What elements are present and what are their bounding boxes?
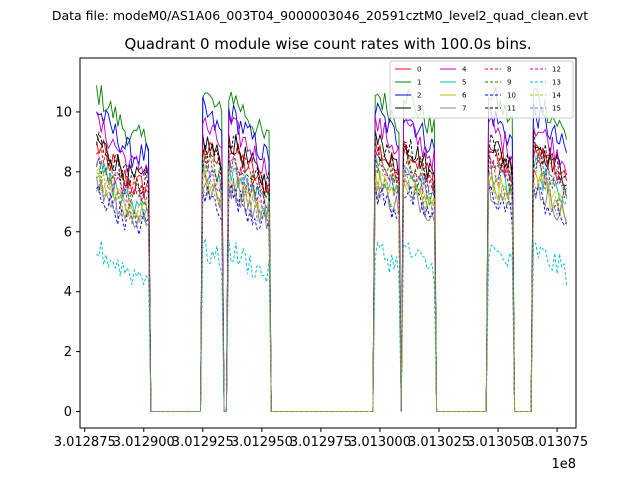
series-line-9 [96, 151, 568, 412]
y-axis: 0 2 4 6 8 10 [55, 105, 80, 420]
series-line-12 [96, 148, 567, 412]
legend-label-8: 8 [507, 66, 511, 74]
y-tick-label: 4 [64, 285, 72, 300]
series-line-14 [96, 163, 567, 412]
legend-label-3: 3 [417, 105, 421, 113]
series-line-7 [96, 176, 568, 412]
legend-label-12: 12 [552, 66, 561, 74]
series-line-10 [96, 184, 567, 412]
x-tick-label: 3.012975 [290, 435, 352, 450]
y-tick-label: 2 [64, 345, 72, 360]
plot-lines [96, 85, 568, 412]
legend-label-14: 14 [552, 92, 561, 100]
legend-box [389, 60, 574, 119]
legend-label-4: 4 [462, 66, 467, 74]
data-file-label: Data file: modeM0/AS1A06_003T04_90000030… [52, 8, 588, 23]
x-tick-label: 3.013075 [526, 435, 588, 450]
series-line-1 [96, 85, 568, 412]
plot-area [79, 57, 577, 429]
x-tick-label: 3.013025 [408, 435, 470, 450]
series-line-8 [96, 140, 568, 412]
series-line-6 [96, 167, 568, 412]
legend-label-15: 15 [552, 105, 561, 113]
x-tick-label: 3.012900 [113, 435, 175, 450]
series-line-13 [96, 238, 568, 412]
y-tick-label: 0 [64, 405, 72, 420]
legend-label-2: 2 [417, 92, 421, 100]
legend-label-10: 10 [507, 92, 516, 100]
x-tick-label: 3.012950 [231, 435, 293, 450]
series-line-4 [96, 111, 568, 412]
y-tick-label: 10 [55, 105, 72, 120]
x-offset-label: 1e8 [551, 457, 576, 472]
series-line-3 [96, 129, 567, 412]
x-tick-label: 3.012925 [172, 435, 234, 450]
legend-label-1: 1 [417, 79, 421, 87]
series-line-2 [96, 96, 568, 412]
series-line-15 [96, 170, 567, 412]
x-tick-label: 3.013000 [349, 435, 411, 450]
x-tick-label: 3.013050 [467, 435, 529, 450]
x-axis: 3.0128753.0129003.0129253.0129503.012975… [54, 428, 588, 450]
x-tick-label: 3.012875 [54, 435, 116, 450]
legend-label-0: 0 [417, 66, 421, 74]
series-line-11 [96, 129, 567, 412]
y-tick-label: 6 [64, 225, 72, 240]
legend-label-6: 6 [462, 92, 467, 100]
legend-label-9: 9 [507, 79, 511, 87]
y-tick-label: 8 [64, 165, 72, 180]
legend-label-13: 13 [552, 79, 561, 87]
legend-label-5: 5 [462, 79, 466, 87]
chart-title: Quadrant 0 module wise count rates with … [124, 35, 531, 53]
legend-label-11: 11 [507, 105, 516, 113]
legend-label-7: 7 [462, 105, 466, 113]
